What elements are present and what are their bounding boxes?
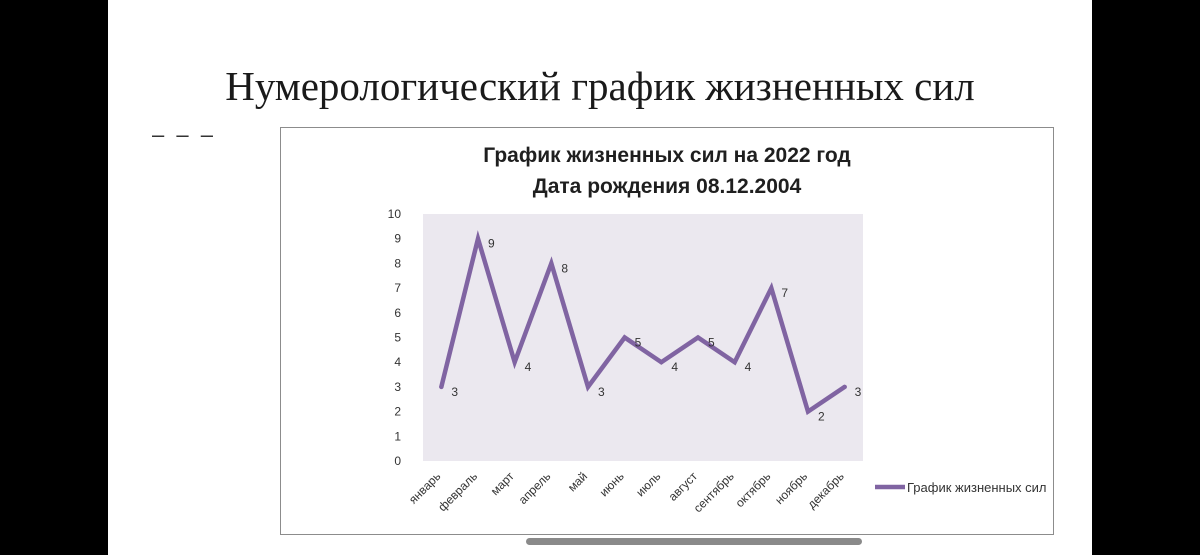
y-tick-label: 6	[394, 306, 401, 320]
x-tick-label: август	[666, 469, 701, 504]
y-tick-label: 1	[394, 429, 401, 443]
data-point	[512, 360, 517, 365]
plot-area	[423, 214, 863, 461]
data-point	[439, 384, 444, 389]
y-tick-label: 10	[388, 207, 402, 221]
y-tick-label: 0	[394, 454, 401, 468]
x-tick-label: сентябрь	[691, 469, 737, 515]
data-point	[732, 360, 737, 365]
data-label: 4	[671, 360, 678, 374]
chart-title-line-2: Дата рождения 08.12.2004	[533, 175, 802, 198]
y-tick-label: 9	[394, 232, 401, 246]
data-label: 3	[598, 385, 605, 399]
data-label: 3	[451, 385, 458, 399]
data-label: 5	[708, 336, 715, 350]
x-tick-label: апрель	[516, 469, 554, 507]
data-label: 5	[635, 336, 642, 350]
data-label: 2	[818, 410, 825, 424]
data-point	[586, 384, 590, 389]
y-tick-label: 3	[394, 380, 401, 394]
x-tick-label: май	[565, 469, 590, 494]
y-tick-label: 4	[394, 355, 401, 369]
data-label: 7	[781, 286, 788, 300]
slide: Нумерологический график жизненных сил – …	[108, 0, 1092, 555]
dash-mark: – – –	[152, 122, 216, 147]
x-tick-label: март	[488, 469, 517, 498]
y-tick-label: 5	[394, 331, 401, 345]
chart-container: График жизненных сил на 2022 год Дата ро…	[280, 127, 1054, 535]
data-point	[806, 409, 810, 414]
y-tick-label: 8	[394, 256, 401, 270]
data-label: 9	[488, 237, 495, 251]
legend-label: График жизненных сил	[907, 480, 1047, 495]
data-point	[842, 384, 847, 389]
y-tick-label: 7	[394, 281, 401, 295]
chart-title-line-1: График жизненных сил на 2022 год	[483, 144, 851, 167]
x-tick-label: декабрь	[805, 469, 847, 511]
slide-title: Нумерологический график жизненных сил	[225, 63, 975, 109]
x-tick-label: июнь	[597, 469, 627, 499]
horizontal-scrollbar[interactable]	[526, 538, 862, 545]
x-tick-label: февраль	[435, 469, 480, 514]
x-tick-label: июль	[633, 469, 663, 499]
y-tick-label: 2	[394, 405, 401, 419]
data-label: 4	[525, 360, 532, 374]
data-point	[549, 261, 554, 266]
data-point	[769, 286, 774, 291]
data-point	[696, 335, 700, 340]
data-point	[659, 360, 664, 365]
data-label: 3	[855, 385, 862, 399]
x-tick-label: октябрь	[733, 469, 774, 510]
data-label: 4	[745, 360, 752, 374]
series-line	[439, 230, 847, 416]
data-point	[622, 335, 627, 340]
line-chart: График жизненных сил на 2022 год Дата ро…	[388, 144, 1047, 515]
data-point	[476, 236, 480, 241]
data-label: 8	[561, 261, 568, 275]
